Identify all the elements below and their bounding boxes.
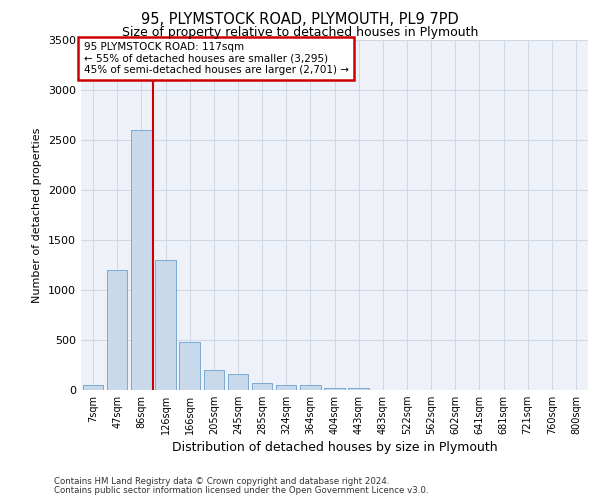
Bar — [107, 270, 127, 390]
Bar — [349, 388, 369, 390]
Text: Contains public sector information licensed under the Open Government Licence v3: Contains public sector information licen… — [54, 486, 428, 495]
Text: Size of property relative to detached houses in Plymouth: Size of property relative to detached ho… — [122, 26, 478, 39]
Bar — [276, 385, 296, 390]
Bar — [324, 388, 345, 390]
Y-axis label: Number of detached properties: Number of detached properties — [32, 128, 43, 302]
Text: 95 PLYMSTOCK ROAD: 117sqm
← 55% of detached houses are smaller (3,295)
45% of se: 95 PLYMSTOCK ROAD: 117sqm ← 55% of detac… — [83, 42, 349, 75]
Bar — [155, 260, 176, 390]
Text: Contains HM Land Registry data © Crown copyright and database right 2024.: Contains HM Land Registry data © Crown c… — [54, 477, 389, 486]
Bar — [300, 385, 320, 390]
Bar — [83, 385, 103, 390]
Bar — [131, 130, 152, 390]
Bar — [252, 382, 272, 390]
Bar — [203, 370, 224, 390]
Bar — [179, 342, 200, 390]
Text: 95, PLYMSTOCK ROAD, PLYMOUTH, PL9 7PD: 95, PLYMSTOCK ROAD, PLYMOUTH, PL9 7PD — [141, 12, 459, 28]
X-axis label: Distribution of detached houses by size in Plymouth: Distribution of detached houses by size … — [172, 442, 497, 454]
Bar — [227, 374, 248, 390]
